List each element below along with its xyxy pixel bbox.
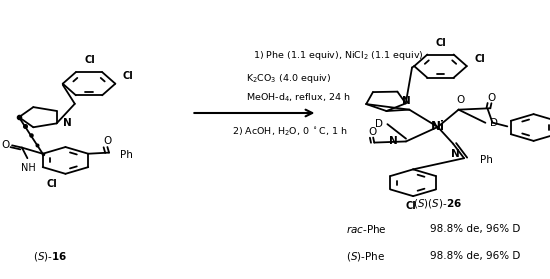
Text: D: D <box>490 118 498 128</box>
Text: MeOH-d$_4$, reflux, 24 h: MeOH-d$_4$, reflux, 24 h <box>246 92 351 104</box>
Text: O: O <box>487 93 496 103</box>
Text: Cl: Cl <box>85 55 96 65</box>
Text: Cl: Cl <box>46 179 57 189</box>
Text: Cl: Cl <box>475 54 485 64</box>
Text: N: N <box>402 96 411 106</box>
Text: Cl: Cl <box>123 71 134 81</box>
Text: O: O <box>2 140 10 150</box>
Text: N: N <box>63 118 72 128</box>
Text: N: N <box>452 149 460 159</box>
Text: O: O <box>103 136 112 146</box>
Text: O: O <box>456 95 465 105</box>
Text: ($\it{S}$)-Phe: ($\it{S}$)-Phe <box>346 250 386 263</box>
Text: 2) AcOH, H$_2$O, 0 $^\circ$C, 1 h: 2) AcOH, H$_2$O, 0 $^\circ$C, 1 h <box>233 125 348 138</box>
Text: Cl: Cl <box>405 201 416 211</box>
Text: 1) Phe (1.1 equiv), NiCl$_2$ (1.1 equiv): 1) Phe (1.1 equiv), NiCl$_2$ (1.1 equiv) <box>253 49 424 62</box>
Text: NH: NH <box>20 163 35 173</box>
Text: $\it{rac}$-Phe: $\it{rac}$-Phe <box>346 223 387 235</box>
Text: 98.8% de, 96% D: 98.8% de, 96% D <box>430 224 520 234</box>
Text: O: O <box>368 127 377 137</box>
Text: Ph: Ph <box>120 150 133 160</box>
Text: K$_2$CO$_3$ (4.0 equiv): K$_2$CO$_3$ (4.0 equiv) <box>246 72 332 85</box>
Text: N: N <box>388 136 397 146</box>
Text: Ph: Ph <box>481 155 493 165</box>
Text: Ni: Ni <box>431 121 445 133</box>
Text: 98.8% de, 96% D: 98.8% de, 96% D <box>430 251 520 261</box>
Text: ($\it{S}$)-$\bf{16}$: ($\it{S}$)-$\bf{16}$ <box>32 250 67 263</box>
Text: D: D <box>375 119 383 129</box>
Text: Cl: Cl <box>436 38 447 48</box>
Text: ($\it{S}$)($\it{S}$)-$\bf{26}$: ($\it{S}$)($\it{S}$)-$\bf{26}$ <box>413 197 462 210</box>
